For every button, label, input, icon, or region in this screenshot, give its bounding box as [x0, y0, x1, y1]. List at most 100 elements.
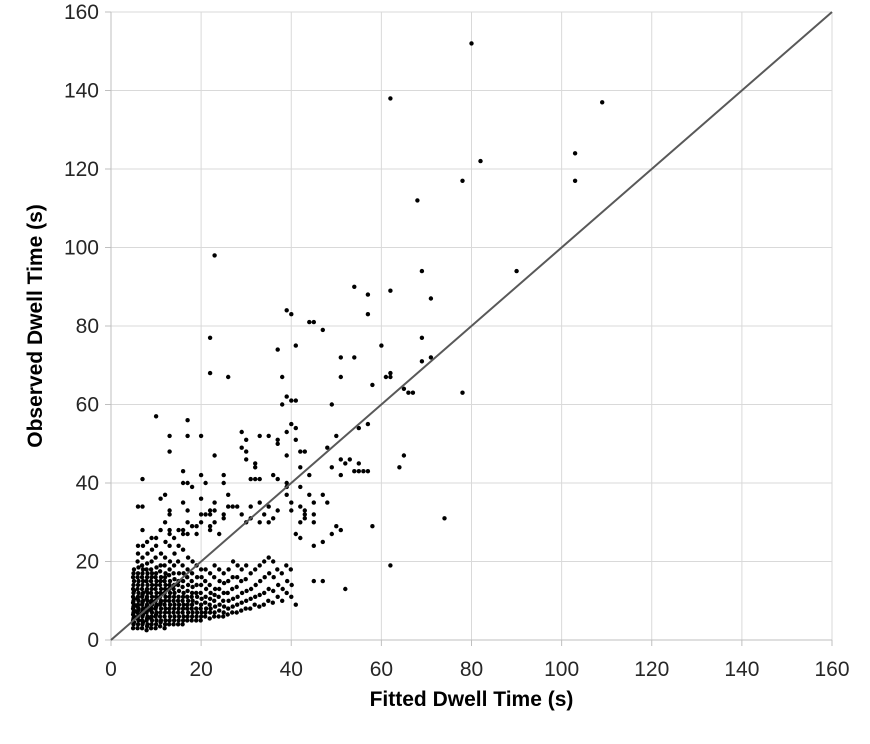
data-point	[325, 500, 330, 505]
data-point	[212, 563, 217, 568]
data-point	[226, 606, 231, 611]
data-point	[388, 374, 393, 380]
data-point	[284, 480, 289, 486]
data-point	[275, 437, 280, 442]
data-point	[289, 508, 294, 513]
data-point	[162, 492, 168, 497]
data-point	[221, 598, 226, 603]
data-point	[280, 374, 285, 380]
data-point	[167, 614, 173, 619]
data-point	[149, 614, 154, 619]
data-point	[217, 567, 222, 572]
data-point	[154, 602, 159, 607]
data-point	[244, 449, 249, 454]
data-point	[356, 425, 361, 431]
data-point	[135, 559, 140, 564]
data-point	[185, 594, 190, 599]
data-point	[230, 610, 235, 615]
data-point	[135, 594, 141, 599]
data-point	[167, 594, 172, 599]
data-point	[289, 398, 294, 403]
data-point	[181, 571, 186, 576]
data-point	[175, 559, 181, 564]
data-point	[157, 582, 163, 588]
data-point	[176, 527, 181, 533]
data-point	[298, 504, 303, 509]
data-point	[144, 594, 150, 599]
data-point	[190, 598, 195, 603]
data-point	[230, 504, 235, 509]
data-point	[478, 158, 483, 164]
data-point	[162, 610, 168, 615]
data-point	[293, 437, 298, 442]
data-point	[198, 618, 203, 623]
data-point	[158, 610, 163, 615]
data-point	[257, 476, 262, 482]
x-tick-label: 20	[189, 658, 212, 681]
data-point	[388, 563, 393, 568]
data-point	[415, 198, 420, 203]
data-point	[131, 567, 137, 572]
data-point	[171, 535, 177, 541]
data-point	[194, 594, 200, 599]
data-point	[284, 590, 289, 596]
data-point	[338, 374, 343, 380]
data-point	[163, 582, 168, 588]
data-point	[207, 527, 213, 533]
data-point	[136, 565, 141, 570]
data-point	[212, 586, 218, 592]
data-point	[244, 457, 249, 462]
data-point	[140, 582, 145, 588]
data-point	[230, 604, 235, 609]
data-point	[185, 606, 190, 611]
data-point	[185, 418, 190, 423]
data-point	[140, 543, 146, 548]
x-tick-label: 60	[370, 658, 393, 681]
data-point	[257, 433, 262, 439]
data-point	[145, 571, 150, 576]
data-point	[226, 492, 231, 497]
data-point	[135, 543, 141, 548]
data-point	[149, 535, 154, 541]
data-point	[207, 616, 212, 621]
data-point	[428, 355, 434, 360]
data-point	[311, 512, 316, 517]
data-point	[198, 567, 204, 572]
data-point	[157, 569, 163, 574]
data-point	[221, 571, 226, 576]
data-point	[288, 567, 293, 572]
data-point	[194, 614, 199, 619]
data-point	[180, 527, 186, 533]
data-point	[248, 606, 253, 611]
data-point	[248, 586, 254, 592]
data-point	[198, 614, 204, 619]
data-point	[130, 575, 136, 580]
data-point	[162, 578, 167, 584]
data-point	[298, 465, 303, 470]
data-point	[257, 520, 262, 525]
y-tick-label: 140	[64, 80, 99, 103]
data-point	[166, 598, 172, 603]
data-point	[207, 596, 213, 601]
data-point	[262, 575, 267, 580]
data-point	[185, 598, 191, 603]
data-point	[130, 626, 136, 631]
data-point	[189, 602, 195, 607]
data-point	[289, 500, 294, 505]
data-point	[419, 268, 425, 274]
data-point	[154, 610, 159, 615]
data-point	[419, 335, 425, 340]
data-point	[180, 469, 186, 474]
x-tick-label: 80	[460, 658, 483, 681]
data-point	[293, 425, 298, 431]
data-point	[203, 512, 208, 517]
data-point	[243, 606, 248, 611]
data-point	[225, 612, 230, 617]
data-point	[203, 480, 208, 486]
data-point	[148, 567, 154, 572]
y-tick-label: 40	[76, 472, 99, 495]
data-point	[144, 567, 149, 572]
data-point	[365, 421, 371, 427]
data-point	[189, 614, 195, 619]
data-point	[572, 178, 578, 183]
